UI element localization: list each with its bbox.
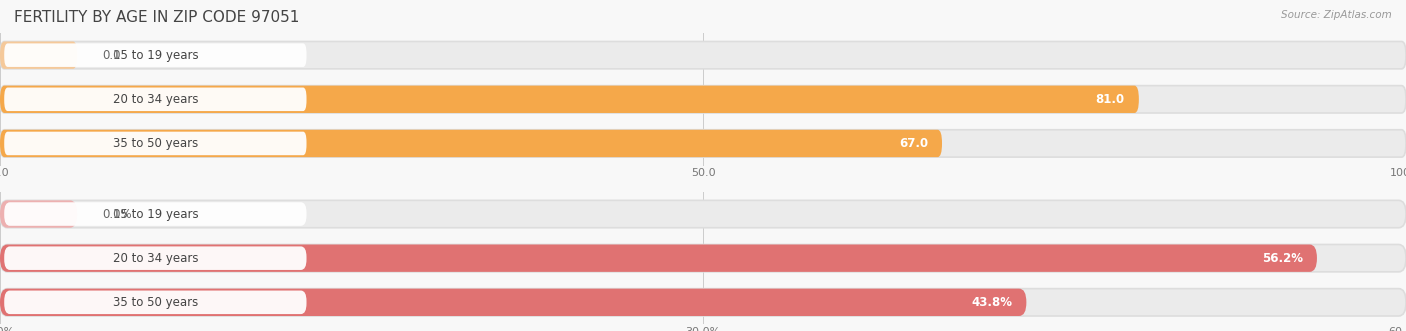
FancyBboxPatch shape: [4, 43, 307, 67]
FancyBboxPatch shape: [0, 200, 1406, 228]
Text: 20 to 34 years: 20 to 34 years: [112, 93, 198, 106]
FancyBboxPatch shape: [4, 132, 307, 155]
FancyBboxPatch shape: [4, 291, 307, 314]
Text: 56.2%: 56.2%: [1263, 252, 1303, 265]
Text: 35 to 50 years: 35 to 50 years: [112, 137, 198, 150]
Text: 15 to 19 years: 15 to 19 years: [112, 49, 198, 62]
FancyBboxPatch shape: [0, 245, 1406, 272]
Text: 0.0%: 0.0%: [103, 208, 132, 220]
Text: 0.0: 0.0: [103, 49, 121, 62]
Text: 43.8%: 43.8%: [972, 296, 1012, 309]
Text: 20 to 34 years: 20 to 34 years: [112, 252, 198, 265]
Text: 81.0: 81.0: [1095, 93, 1125, 106]
FancyBboxPatch shape: [0, 245, 1317, 272]
FancyBboxPatch shape: [4, 87, 307, 111]
Text: 15 to 19 years: 15 to 19 years: [112, 208, 198, 220]
FancyBboxPatch shape: [0, 130, 1406, 157]
Text: FERTILITY BY AGE IN ZIP CODE 97051: FERTILITY BY AGE IN ZIP CODE 97051: [14, 10, 299, 25]
Text: Source: ZipAtlas.com: Source: ZipAtlas.com: [1281, 10, 1392, 20]
FancyBboxPatch shape: [4, 246, 307, 270]
Text: 67.0: 67.0: [898, 137, 928, 150]
FancyBboxPatch shape: [0, 86, 1139, 113]
FancyBboxPatch shape: [0, 130, 942, 157]
Text: 35 to 50 years: 35 to 50 years: [112, 296, 198, 309]
FancyBboxPatch shape: [4, 202, 307, 226]
FancyBboxPatch shape: [0, 41, 1406, 69]
FancyBboxPatch shape: [0, 200, 77, 228]
FancyBboxPatch shape: [0, 289, 1026, 316]
FancyBboxPatch shape: [0, 289, 1406, 316]
FancyBboxPatch shape: [0, 86, 1406, 113]
FancyBboxPatch shape: [0, 41, 77, 69]
